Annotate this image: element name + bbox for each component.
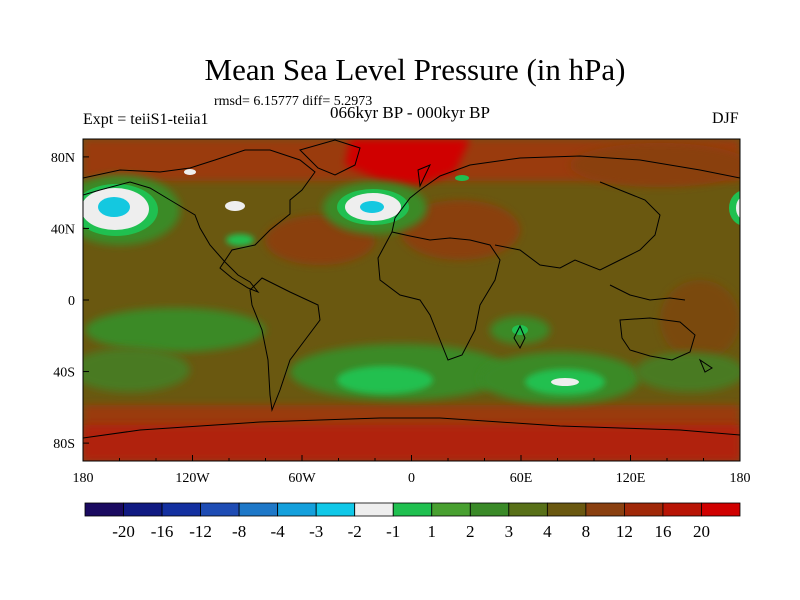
colorbar-swatch: [277, 502, 317, 517]
x-tick-label: 60W: [288, 471, 316, 486]
colorbar-label: -8: [232, 522, 246, 541]
colorbar-label: -16: [151, 522, 174, 541]
colorbar-label: 3: [505, 522, 514, 541]
colorbar-label: 2: [466, 522, 475, 541]
colorbar-label: -2: [348, 522, 362, 541]
colorbar-swatch: [546, 502, 587, 517]
colorbar-swatch: [662, 502, 702, 517]
coastlines: [83, 139, 740, 439]
y-tick-label: 40S: [53, 366, 75, 381]
colorbar-swatch: [585, 502, 625, 517]
x-tick-label: 180: [730, 471, 751, 486]
colorbar-swatch: [123, 502, 163, 517]
colorbar-swatch: [469, 502, 510, 517]
colorbar-swatch: [200, 502, 240, 517]
colorbar-label: 8: [582, 522, 591, 541]
colorbar-swatch: [431, 502, 471, 517]
latitude-axis: 80N 40N 0 40S 80S: [51, 151, 89, 452]
period-label: 066kyr BP - 000kyr BP: [330, 103, 490, 122]
x-tick-label: 0: [408, 471, 415, 486]
colorbar-swatch: [238, 502, 279, 517]
y-tick-label: 0: [68, 294, 75, 309]
colorbar-label: 1: [428, 522, 437, 541]
colorbar-swatch: [701, 502, 741, 517]
colorbar-swatch: [392, 502, 433, 517]
x-tick-label: 180: [73, 471, 94, 486]
x-tick-label: 120W: [175, 471, 210, 486]
experiment-label: Expt = teiiS1-teiia1: [83, 111, 209, 128]
colorbar-label: -1: [386, 522, 400, 541]
colorbar-label: -12: [189, 522, 212, 541]
longitude-axis: 180 120W 60W 0 60E 120E 180: [73, 455, 751, 486]
colorbar-swatch: [624, 502, 664, 517]
chart-title: Mean Sea Level Pressure (in hPa): [204, 52, 626, 87]
rmsd-diff-stats: rmsd= 6.15777 diff= 5.2973: [214, 94, 373, 109]
colorbar-swatch: [354, 502, 394, 517]
colorbar-swatch: [508, 502, 548, 517]
colorbar-label: -20: [112, 522, 135, 541]
season-label: DJF: [712, 110, 739, 127]
colorbar-swatch: [84, 502, 124, 517]
y-tick-label: 40N: [51, 222, 75, 237]
colorbar-label: 12: [616, 522, 633, 541]
colorbar-label: 4: [543, 522, 552, 541]
colorbar-label: 20: [693, 522, 710, 541]
pressure-anomaly-field: [83, 139, 740, 461]
colorbar: -20 -16 -12 -8 -4 -3 -2 -1 1 2 3 4 8 12 16 20: [84, 502, 741, 541]
colorbar-label: 16: [654, 522, 671, 541]
y-tick-label: 80N: [51, 151, 75, 166]
colorbar-swatch: [161, 502, 201, 517]
x-tick-label: 120E: [616, 471, 646, 486]
colorbar-swatch: [315, 502, 356, 517]
colorbar-label: -4: [271, 522, 286, 541]
colorbar-label: -3: [309, 522, 323, 541]
x-tick-label: 60E: [510, 471, 533, 486]
y-tick-label: 80S: [53, 437, 75, 452]
